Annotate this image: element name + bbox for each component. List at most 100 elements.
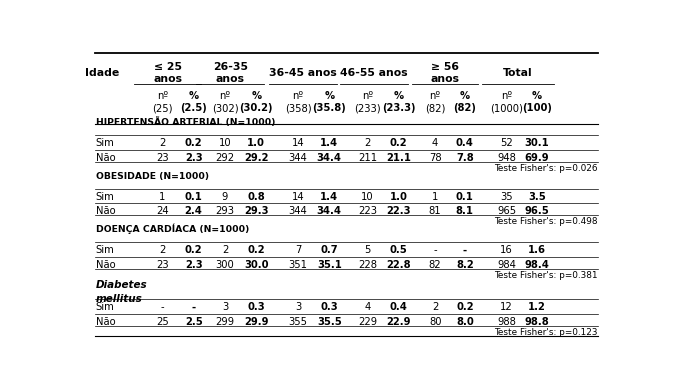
Text: Diabetes: Diabetes bbox=[96, 280, 147, 290]
Text: nº
(302): nº (302) bbox=[211, 91, 238, 113]
Text: 355: 355 bbox=[289, 317, 308, 327]
Text: 4: 4 bbox=[432, 138, 438, 148]
Text: Teste Fisher's: p=0.123: Teste Fisher's: p=0.123 bbox=[495, 328, 598, 337]
Text: Total: Total bbox=[503, 68, 532, 78]
Text: 1.0: 1.0 bbox=[247, 138, 265, 148]
Text: 2.3: 2.3 bbox=[185, 260, 203, 270]
Text: Sim: Sim bbox=[96, 245, 114, 255]
Text: -: - bbox=[433, 245, 437, 255]
Text: 965: 965 bbox=[497, 206, 516, 216]
Text: 229: 229 bbox=[358, 317, 377, 327]
Text: 22.9: 22.9 bbox=[386, 317, 411, 327]
Text: 2: 2 bbox=[222, 245, 228, 255]
Text: 80: 80 bbox=[429, 317, 441, 327]
Text: 0.2: 0.2 bbox=[248, 245, 265, 255]
Text: 98.4: 98.4 bbox=[524, 260, 549, 270]
Text: 14: 14 bbox=[291, 138, 304, 148]
Text: 0.2: 0.2 bbox=[185, 245, 203, 255]
Text: %
(35.8): % (35.8) bbox=[312, 91, 346, 113]
Text: Teste Fisher's: p=0.026: Teste Fisher's: p=0.026 bbox=[495, 164, 598, 173]
Text: 30.0: 30.0 bbox=[244, 260, 269, 270]
Text: nº
(25): nº (25) bbox=[152, 91, 172, 113]
Text: OBESIDADE (N=1000): OBESIDADE (N=1000) bbox=[96, 172, 209, 181]
Text: -: - bbox=[161, 302, 164, 312]
Text: 0.4: 0.4 bbox=[390, 302, 408, 312]
Text: %
(30.2): % (30.2) bbox=[240, 91, 273, 113]
Text: 988: 988 bbox=[497, 317, 516, 327]
Text: %
(82): % (82) bbox=[454, 91, 476, 113]
Text: 3.5: 3.5 bbox=[528, 192, 546, 202]
Text: 82: 82 bbox=[429, 260, 441, 270]
Text: 52: 52 bbox=[500, 138, 513, 148]
Text: 35.1: 35.1 bbox=[317, 260, 342, 270]
Text: 1.6: 1.6 bbox=[528, 245, 546, 255]
Text: 9: 9 bbox=[222, 192, 228, 202]
Text: 0.7: 0.7 bbox=[320, 245, 338, 255]
Text: 3: 3 bbox=[222, 302, 228, 312]
Text: 228: 228 bbox=[358, 260, 377, 270]
Text: 34.4: 34.4 bbox=[317, 153, 342, 163]
Text: 35: 35 bbox=[500, 192, 513, 202]
Text: Não: Não bbox=[96, 260, 115, 270]
Text: nº
(233): nº (233) bbox=[354, 91, 381, 113]
Text: 26-35
anos: 26-35 anos bbox=[213, 62, 248, 84]
Text: 300: 300 bbox=[215, 260, 234, 270]
Text: 2.3: 2.3 bbox=[185, 153, 203, 163]
Text: 984: 984 bbox=[497, 260, 516, 270]
Text: ≤ 25
anos: ≤ 25 anos bbox=[153, 62, 182, 84]
Text: 211: 211 bbox=[358, 153, 377, 163]
Text: Não: Não bbox=[96, 317, 115, 327]
Text: 0.4: 0.4 bbox=[456, 138, 474, 148]
Text: 81: 81 bbox=[429, 206, 441, 216]
Text: Idade: Idade bbox=[85, 68, 120, 78]
Text: 292: 292 bbox=[215, 153, 234, 163]
Text: Teste Fisher's: p=0.381: Teste Fisher's: p=0.381 bbox=[494, 271, 598, 280]
Text: Sim: Sim bbox=[96, 192, 114, 202]
Text: HIPERTENSÃO ARTERIAL (N=1000): HIPERTENSÃO ARTERIAL (N=1000) bbox=[96, 117, 275, 127]
Text: 948: 948 bbox=[497, 153, 516, 163]
Text: 344: 344 bbox=[289, 206, 308, 216]
Text: ≥ 56
anos: ≥ 56 anos bbox=[430, 62, 459, 84]
Text: 21.1: 21.1 bbox=[386, 153, 411, 163]
Text: 2.4: 2.4 bbox=[184, 206, 203, 216]
Text: 10: 10 bbox=[219, 138, 232, 148]
Text: 1.2: 1.2 bbox=[528, 302, 546, 312]
Text: Sim: Sim bbox=[96, 138, 114, 148]
Text: 0.1: 0.1 bbox=[184, 192, 203, 202]
Text: 2: 2 bbox=[364, 138, 371, 148]
Text: nº
(1000): nº (1000) bbox=[490, 91, 523, 113]
Text: Sim: Sim bbox=[96, 302, 114, 312]
Text: 0.8: 0.8 bbox=[248, 192, 265, 202]
Text: 293: 293 bbox=[215, 206, 234, 216]
Text: 223: 223 bbox=[358, 206, 377, 216]
Text: 23: 23 bbox=[156, 260, 169, 270]
Text: 0.1: 0.1 bbox=[456, 192, 474, 202]
Text: 29.9: 29.9 bbox=[244, 317, 269, 327]
Text: 96.5: 96.5 bbox=[524, 206, 549, 216]
Text: 2: 2 bbox=[160, 245, 166, 255]
Text: 1.4: 1.4 bbox=[320, 138, 339, 148]
Text: DOENÇA CARDÍACA (N=1000): DOENÇA CARDÍACA (N=1000) bbox=[96, 224, 249, 234]
Text: 23: 23 bbox=[156, 153, 169, 163]
Text: 29.3: 29.3 bbox=[244, 206, 269, 216]
Text: 0.3: 0.3 bbox=[248, 302, 265, 312]
Text: 1.0: 1.0 bbox=[390, 192, 408, 202]
Text: 98.8: 98.8 bbox=[524, 317, 549, 327]
Text: 2: 2 bbox=[160, 138, 166, 148]
Text: 344: 344 bbox=[289, 153, 308, 163]
Text: -: - bbox=[192, 302, 196, 312]
Text: 16: 16 bbox=[500, 245, 513, 255]
Text: 8.1: 8.1 bbox=[456, 206, 474, 216]
Text: 7.8: 7.8 bbox=[456, 153, 474, 163]
Text: 0.2: 0.2 bbox=[390, 138, 407, 148]
Text: 69.9: 69.9 bbox=[524, 153, 549, 163]
Text: 4: 4 bbox=[364, 302, 370, 312]
Text: 2.5: 2.5 bbox=[185, 317, 203, 327]
Text: 0.5: 0.5 bbox=[390, 245, 408, 255]
Text: 25: 25 bbox=[156, 317, 169, 327]
Text: Teste Fisher's: p=0.498: Teste Fisher's: p=0.498 bbox=[494, 217, 598, 226]
Text: 8.2: 8.2 bbox=[456, 260, 474, 270]
Text: 2: 2 bbox=[432, 302, 438, 312]
Text: 10: 10 bbox=[361, 192, 374, 202]
Text: -: - bbox=[463, 245, 467, 255]
